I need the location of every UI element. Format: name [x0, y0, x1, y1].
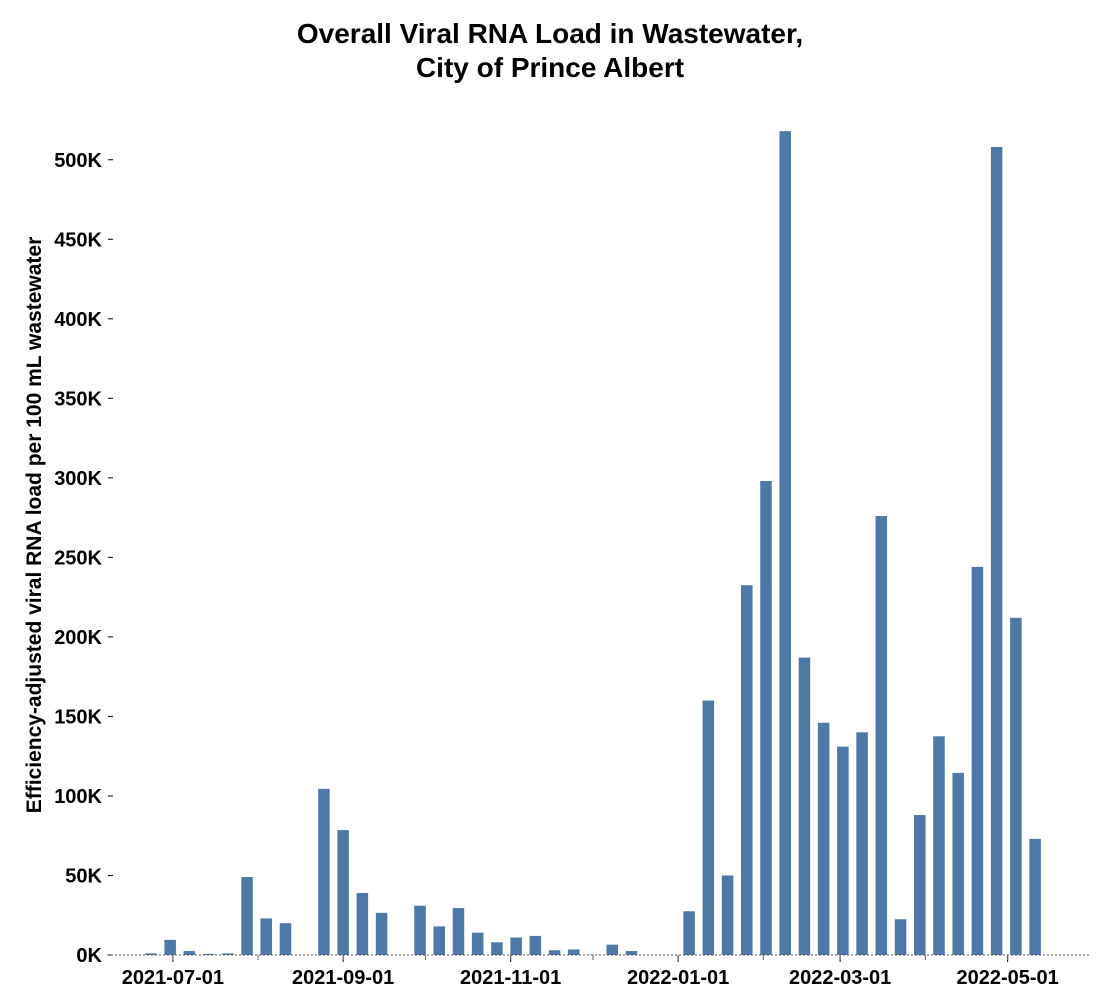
bar: [375, 912, 388, 955]
y-tick-label: 0K: [76, 945, 102, 967]
bar: [414, 905, 426, 955]
x-axis: 2021-07-01 2021-09-01 2021-11-01 2022-01-01…: [107, 954, 1090, 989]
bar: [529, 935, 542, 955]
bar: [222, 953, 234, 955]
bar: [241, 877, 253, 955]
bar: [279, 923, 292, 955]
bar: [510, 937, 522, 955]
bar: [933, 736, 945, 955]
bar: [1029, 838, 1041, 955]
chart-title-line-1: Overall Viral RNA Load in Wastewater,: [296, 18, 804, 49]
bar: [817, 722, 830, 955]
bar: [894, 919, 907, 955]
chart-title: Overall Viral RNA Load in Wastewater, Ci…: [0, 17, 1100, 85]
y-tick-label: 400K: [54, 309, 102, 331]
y-tick-label: 250K: [54, 547, 102, 569]
x-tick-label: 2022-03-01: [789, 967, 891, 989]
y-tick-label: 300K: [54, 468, 102, 490]
bar: [760, 481, 772, 955]
bar: [837, 746, 849, 955]
bar: [856, 732, 868, 955]
bar: [625, 951, 638, 955]
bar: [433, 926, 446, 955]
chart-title-line-2: City of Prince Albert: [415, 52, 685, 83]
bars-group: [145, 131, 1041, 956]
bar: [145, 953, 157, 955]
bar: [721, 875, 734, 955]
bar: [798, 657, 811, 955]
bar: [356, 892, 369, 955]
x-tick-label: 2021-09-01: [292, 967, 394, 989]
y-tick-label: 200K: [54, 627, 102, 649]
bar: [971, 566, 984, 955]
bar: [452, 908, 465, 955]
x-tick-label: 2021-11-01: [460, 967, 561, 989]
y-tick-label: 350K: [54, 388, 102, 410]
bar: [779, 131, 791, 955]
y-tick-label: 500K: [54, 150, 102, 172]
bar: [875, 516, 888, 955]
bar: [183, 951, 196, 955]
y-tick-label: 450K: [54, 229, 102, 251]
y-tick-label: 50K: [65, 865, 102, 887]
bar: [990, 147, 1003, 956]
bar: [913, 815, 926, 955]
x-tick-label: 2021-07-01: [122, 967, 224, 989]
bar: [741, 585, 753, 955]
y-tick-label: 150K: [54, 706, 102, 728]
bar: [568, 949, 580, 955]
bar: [202, 953, 215, 955]
bar: [164, 939, 176, 955]
bar: [260, 918, 273, 955]
bar: [548, 950, 561, 955]
y-tick-label: 100K: [54, 786, 102, 808]
bar: [337, 830, 349, 955]
bar: [952, 772, 964, 955]
x-tick-label: 2022-01-01: [627, 967, 729, 989]
bar: [318, 788, 330, 955]
bar: [606, 944, 618, 955]
x-tick-label: 2022-05-01: [956, 967, 1058, 989]
bar: [471, 932, 484, 955]
bar: [702, 700, 715, 955]
bar: [491, 942, 503, 955]
bar: [1010, 617, 1022, 955]
y-axis: 0K 50K 100K 150K 200K 250K 300K 350K 400K 450K 500…: [54, 150, 113, 967]
bar: [683, 911, 695, 955]
